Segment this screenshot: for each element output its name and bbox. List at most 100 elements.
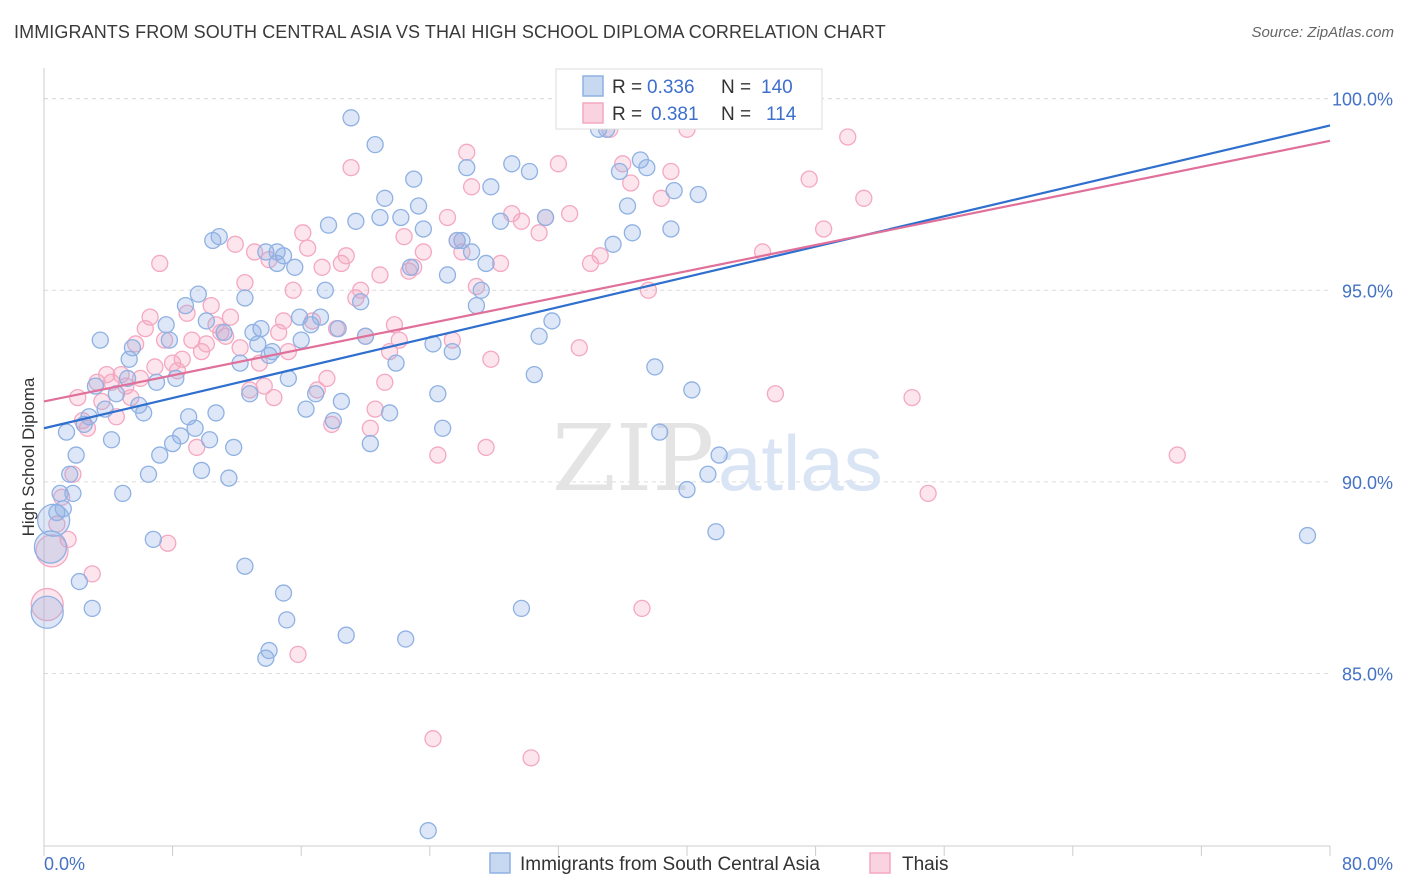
thais-point [458,143,476,161]
south-central-asia-point [171,427,190,445]
south-central-asia-point [477,254,495,273]
south-central-asia-points [30,90,1317,840]
thais-point [622,174,640,192]
chart-title: IMMIGRANTS FROM SOUTH CENTRAL ASIA VS TH… [14,22,886,42]
south-central-asia-point [197,312,216,330]
y-tick-labels: 85.0% 90.0% 95.0% 100.0% [1332,90,1393,685]
south-central-asia-point [70,572,89,591]
chart-source: Source: ZipAtlas.com [1251,24,1394,41]
watermark-atlas: atlas [718,419,883,507]
thais-point [1168,446,1186,464]
south-central-asia-point [707,523,725,541]
thais-point [414,243,433,261]
thais-point [289,645,307,664]
south-central-asia-point [236,289,254,307]
x-tick-label-min: 0.0% [44,854,85,874]
series-legend: Immigrants from South Central Asia Thais [489,852,948,875]
south-central-asia-point [352,293,370,311]
thais-point [284,281,302,299]
south-central-asia-point [429,385,447,403]
thais-point [371,266,389,284]
south-central-asia-point [618,197,637,215]
thais-point [839,128,857,146]
thais-point [462,178,481,196]
legend-n-label-1: N = [721,77,751,98]
south-central-asia-point [61,465,79,483]
south-central-asia-point [297,400,315,418]
thais-point [188,438,206,457]
thais-point [766,385,785,403]
x-tick-labels: 0.0% 80.0% [44,854,1393,874]
thais-point [477,438,495,457]
legend-n-value-1: 140 [761,77,793,98]
south-central-asia-point [610,162,629,181]
south-central-asia-point [392,208,410,227]
thais-point [274,312,293,330]
south-central-asia-point [525,365,543,384]
south-central-asia-point [160,331,179,349]
south-central-asia-point [467,296,486,315]
south-central-asia-point [651,423,669,441]
south-central-asia-point [329,319,347,338]
south-central-asia-point [220,469,238,487]
thais-point [855,189,873,207]
south-central-asia-point [200,431,219,449]
south-central-asia-point [453,231,471,250]
south-central-asia-point [503,155,521,173]
south-central-asia-point [225,438,243,457]
south-central-asia-point [376,189,394,207]
bottom-legend-swatch-blue [489,852,511,874]
thais-point [919,484,937,503]
south-central-asia-point [438,266,457,284]
south-central-asia-point [33,530,68,564]
south-central-asia-point [139,465,158,483]
south-central-asia-point [114,484,132,503]
south-central-asia-point [472,281,490,299]
south-central-asia-point [189,285,207,303]
south-central-asia-point [252,319,270,338]
south-central-asia-point [241,385,259,403]
thais-point [800,170,818,188]
thais-point [146,358,164,376]
south-central-asia-point [361,434,379,453]
south-central-asia-point [278,611,296,629]
thais-point [424,730,442,748]
y-tick-label: 85.0% [1342,665,1393,685]
thais-point [512,212,531,230]
south-central-asia-point [186,419,204,437]
thais-point [236,273,254,292]
south-central-asia-point [414,220,433,238]
south-central-asia-point [491,212,510,230]
south-central-asia-point [54,500,72,518]
south-central-asia-point [646,358,664,376]
legend-r-label-1: R = [612,77,642,98]
south-central-asia-point [30,595,64,629]
thais-point [337,247,355,265]
thais-point [522,749,540,767]
south-central-asia-point [307,385,325,403]
south-central-asia-point [371,208,389,227]
south-central-asia-point [274,584,293,602]
south-central-asia-point [689,185,707,204]
south-central-asia-point [342,109,360,127]
south-central-asia-point [286,258,304,276]
south-central-asia-point [1298,526,1317,545]
bottom-legend-label-1: Immigrants from South Central Asia [520,854,820,875]
thais-point [903,388,921,407]
thais-point [159,534,177,552]
thais-point [231,339,249,357]
watermark: ZIP atlas [552,405,883,512]
south-central-asia-point [236,557,254,575]
south-central-asia-point [520,162,539,181]
south-central-asia-point [157,316,175,334]
thais-point [265,388,283,407]
y-axis-label: High School Diploma [19,377,38,536]
south-central-asia-point [419,822,437,840]
south-central-asia-point [458,158,476,177]
watermark-zip: ZIP [552,405,714,512]
thais-point [482,350,500,368]
thais-point [376,373,394,391]
thais-point [298,239,317,257]
thais-point [202,296,220,315]
thais-point [141,308,159,326]
